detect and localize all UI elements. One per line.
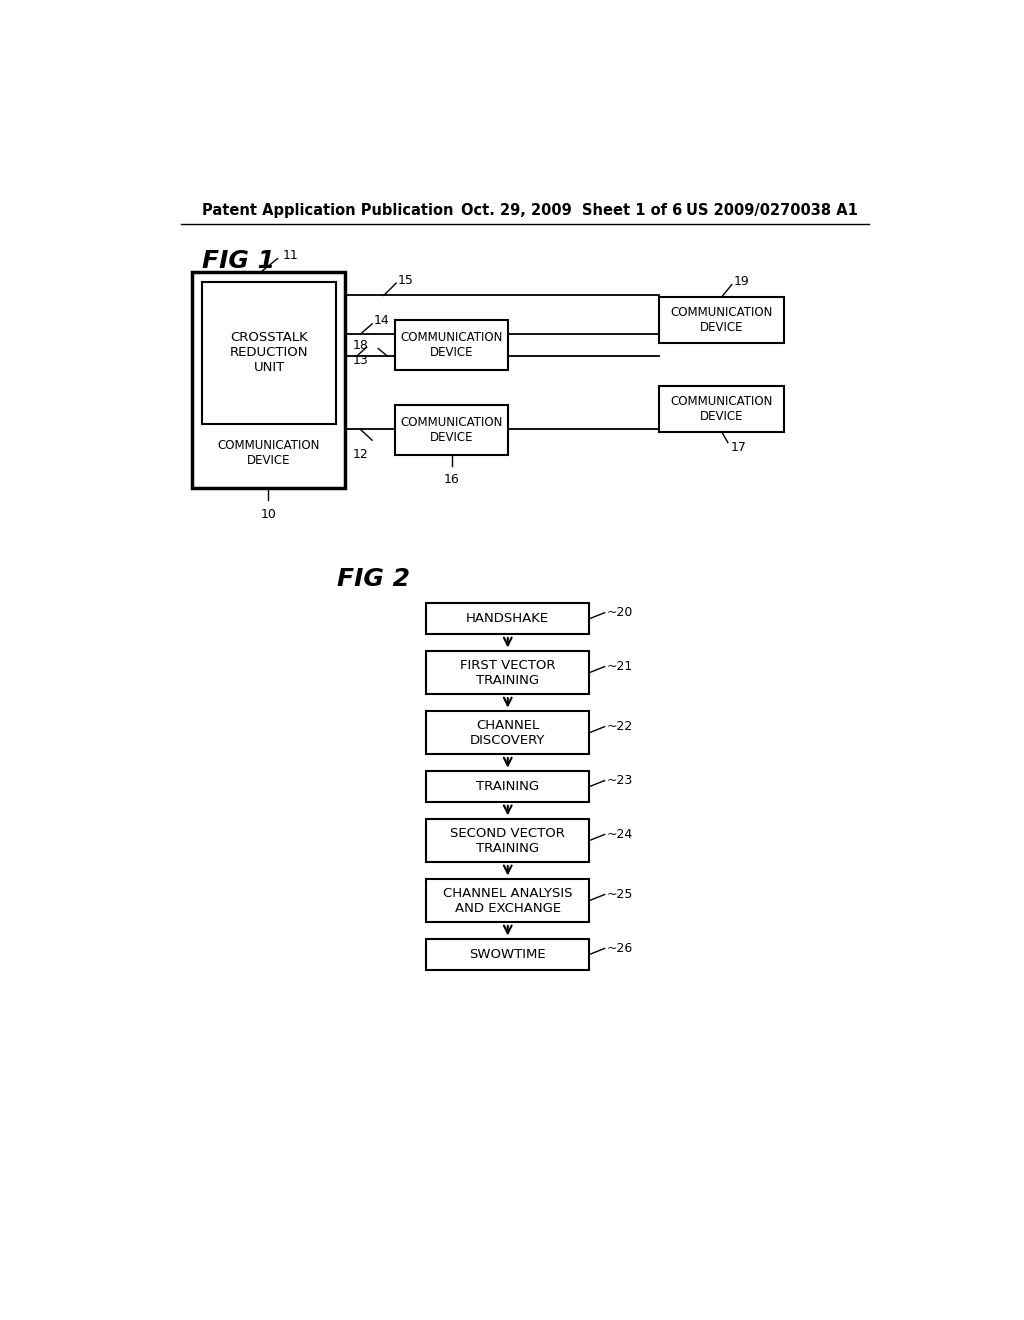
Text: ~26: ~26 [607,942,633,954]
Text: ~24: ~24 [607,828,633,841]
Text: ~22: ~22 [607,721,633,733]
Text: FIG 2: FIG 2 [337,566,411,590]
Text: COMMUNICATION
DEVICE: COMMUNICATION DEVICE [217,440,319,467]
Bar [426,879,589,923]
Text: ~20: ~20 [607,606,633,619]
Text: SECOND VECTOR
TRAINING: SECOND VECTOR TRAINING [451,826,565,854]
Bar [395,321,508,370]
Text: SWOWTIME: SWOWTIME [469,948,546,961]
Text: 11: 11 [283,249,298,261]
Text: FIG 1: FIG 1 [202,249,274,273]
Text: COMMUNICATION
DEVICE: COMMUNICATION DEVICE [400,331,503,359]
Text: Oct. 29, 2009  Sheet 1 of 6: Oct. 29, 2009 Sheet 1 of 6 [461,203,683,218]
Bar [426,940,589,970]
Bar [395,405,508,455]
Text: 13: 13 [352,354,369,367]
Bar [426,711,589,755]
Text: HANDSHAKE: HANDSHAKE [466,612,549,626]
Text: ~25: ~25 [607,888,633,902]
Text: 19: 19 [734,275,750,288]
Text: COMMUNICATION
DEVICE: COMMUNICATION DEVICE [671,395,773,422]
Text: 17: 17 [731,441,746,454]
Bar [426,603,589,635]
Bar [426,651,589,694]
Text: 14: 14 [374,314,389,326]
Bar [658,385,784,432]
Text: 15: 15 [397,273,414,286]
Bar [658,297,784,343]
Text: 12: 12 [352,447,369,461]
Text: CROSSTALK
REDUCTION
UNIT: CROSSTALK REDUCTION UNIT [229,331,308,375]
Text: CHANNEL
DISCOVERY: CHANNEL DISCOVERY [470,719,546,747]
Bar [426,771,589,803]
Text: ~21: ~21 [607,660,633,673]
Text: COMMUNICATION
DEVICE: COMMUNICATION DEVICE [400,416,503,444]
Bar [203,281,336,424]
Text: TRAINING: TRAINING [476,780,540,793]
Text: ~23: ~23 [607,774,633,787]
Text: 10: 10 [260,508,276,521]
Text: 16: 16 [443,473,460,486]
Bar [426,818,589,862]
Text: CHANNEL ANALYSIS
AND EXCHANGE: CHANNEL ANALYSIS AND EXCHANGE [443,887,572,915]
Text: COMMUNICATION
DEVICE: COMMUNICATION DEVICE [671,306,773,334]
Text: Patent Application Publication: Patent Application Publication [202,203,454,218]
Text: FIRST VECTOR
TRAINING: FIRST VECTOR TRAINING [460,659,555,686]
Text: US 2009/0270038 A1: US 2009/0270038 A1 [686,203,858,218]
Bar [191,272,345,488]
Text: 18: 18 [352,339,369,352]
